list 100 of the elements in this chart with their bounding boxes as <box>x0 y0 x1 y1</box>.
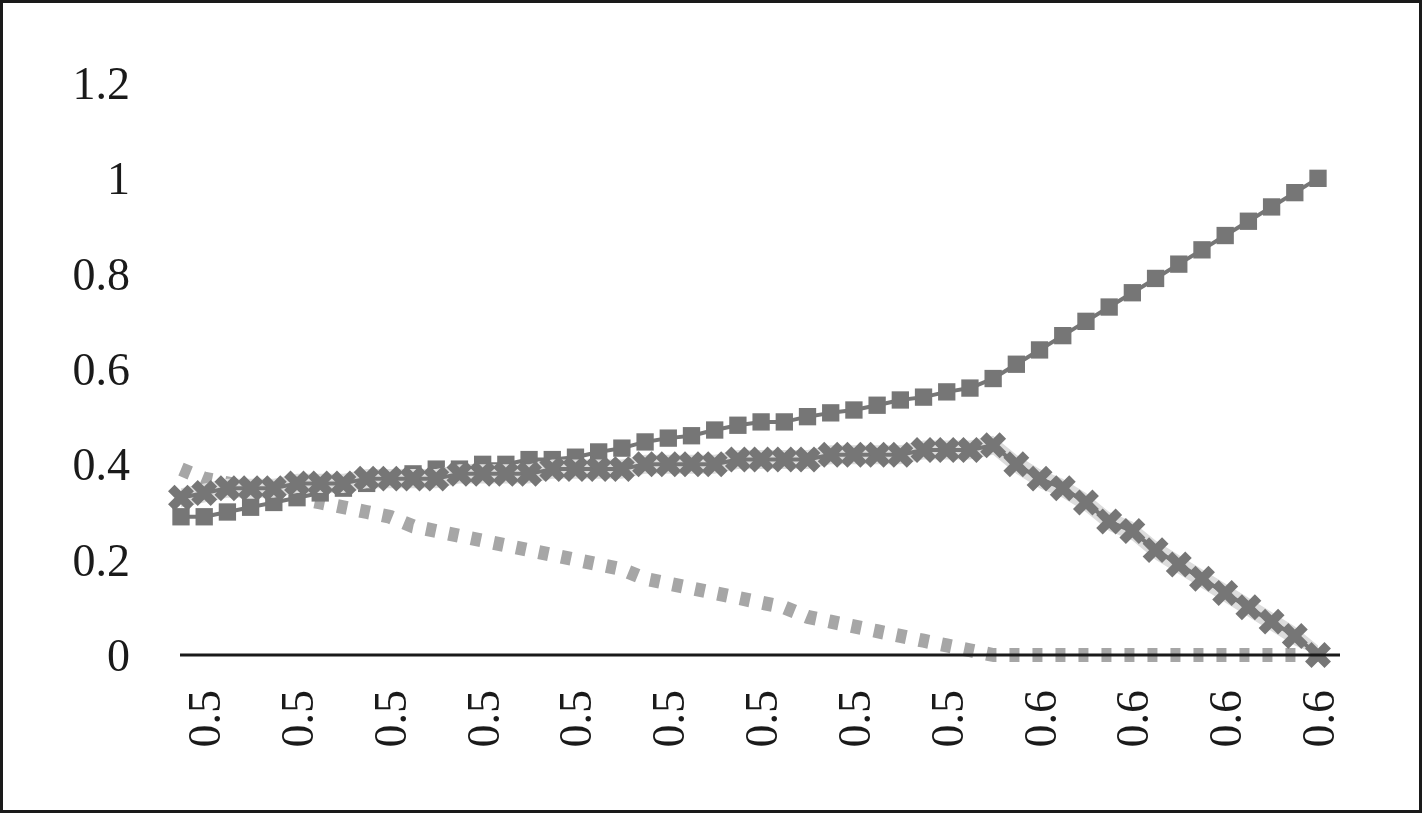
point <box>1123 284 1142 302</box>
point <box>706 421 724 439</box>
point <box>632 451 659 478</box>
point <box>330 470 357 497</box>
x-tick-label: 0.5 <box>457 690 509 748</box>
x-tick-label: 0.6 <box>1014 690 1066 748</box>
point <box>659 429 677 447</box>
y-tick-label: 0 <box>107 630 130 682</box>
point <box>775 413 793 431</box>
point <box>845 401 863 419</box>
point <box>1096 508 1123 535</box>
point <box>636 433 654 451</box>
point <box>822 404 840 422</box>
point <box>237 475 264 502</box>
point <box>1189 565 1215 592</box>
point <box>1235 594 1262 621</box>
x-tick-label: 0.5 <box>736 690 788 748</box>
point <box>446 460 473 487</box>
x-tick-label: 0.5 <box>550 690 602 748</box>
y-tick-label: 1.2 <box>72 58 130 110</box>
point <box>469 460 496 487</box>
point <box>984 369 1002 388</box>
y-tick-label: 0.6 <box>72 344 130 396</box>
point <box>748 446 775 473</box>
point <box>307 470 334 497</box>
point <box>701 451 728 478</box>
point <box>1216 226 1234 245</box>
point <box>678 451 705 478</box>
point <box>214 475 241 502</box>
x-tick-label: 0.5 <box>921 690 973 748</box>
point <box>794 446 821 473</box>
point <box>729 416 747 434</box>
point <box>933 437 960 463</box>
point <box>1142 537 1169 564</box>
point <box>1239 212 1258 230</box>
point <box>1030 341 1049 359</box>
point <box>168 484 194 511</box>
point <box>1073 489 1099 516</box>
point <box>752 413 770 431</box>
point <box>655 451 682 478</box>
point <box>423 465 450 492</box>
point <box>1262 198 1281 216</box>
point <box>910 437 937 463</box>
point <box>516 460 543 487</box>
point <box>887 441 914 468</box>
point <box>1026 465 1053 492</box>
point <box>284 470 310 497</box>
point <box>1305 642 1331 668</box>
point <box>961 379 979 397</box>
point <box>914 388 933 406</box>
point <box>562 456 589 483</box>
point <box>980 432 1007 459</box>
point <box>956 437 983 463</box>
point <box>1165 551 1192 578</box>
point <box>1286 183 1304 202</box>
y-tick-label: 0.8 <box>72 248 130 300</box>
y-tick-label: 0.4 <box>72 439 130 491</box>
point <box>891 391 909 409</box>
point <box>682 427 701 445</box>
point <box>191 479 218 506</box>
point <box>1193 241 1211 259</box>
point <box>1007 355 1026 373</box>
point <box>260 475 287 502</box>
point <box>938 383 956 401</box>
x-tick-label: 0.6 <box>1107 690 1159 748</box>
point <box>771 446 798 473</box>
point <box>1003 451 1030 478</box>
point <box>1212 580 1239 606</box>
y-tick-label: 0.2 <box>72 534 130 586</box>
x-tick-label: 0.6 <box>1293 690 1344 748</box>
point <box>1258 608 1285 635</box>
x-tick-label: 0.6 <box>1200 690 1252 748</box>
point <box>817 441 844 468</box>
point <box>724 446 751 473</box>
x-tick-label: 0.5 <box>828 690 880 748</box>
point <box>798 408 817 426</box>
point <box>539 456 566 483</box>
point <box>241 498 260 516</box>
point <box>613 439 631 457</box>
x-tick-label: 0.5 <box>272 690 324 748</box>
x-tick-label: 0.5 <box>364 690 416 748</box>
point <box>218 503 237 521</box>
x-tick-label: 0.5 <box>643 690 695 748</box>
point <box>1119 518 1146 545</box>
point <box>585 456 612 483</box>
x-tick-label: 0.5 <box>179 690 231 748</box>
point <box>1077 312 1095 330</box>
point <box>1281 622 1308 649</box>
point <box>868 396 886 414</box>
point <box>353 465 380 492</box>
y-tick-label: 1 <box>107 153 130 205</box>
point <box>1049 475 1076 502</box>
point <box>1100 298 1118 316</box>
point <box>864 441 891 468</box>
point <box>1309 169 1327 187</box>
point <box>195 508 213 526</box>
point <box>840 441 867 468</box>
point <box>400 465 426 492</box>
point <box>1054 326 1072 345</box>
point <box>608 456 635 483</box>
